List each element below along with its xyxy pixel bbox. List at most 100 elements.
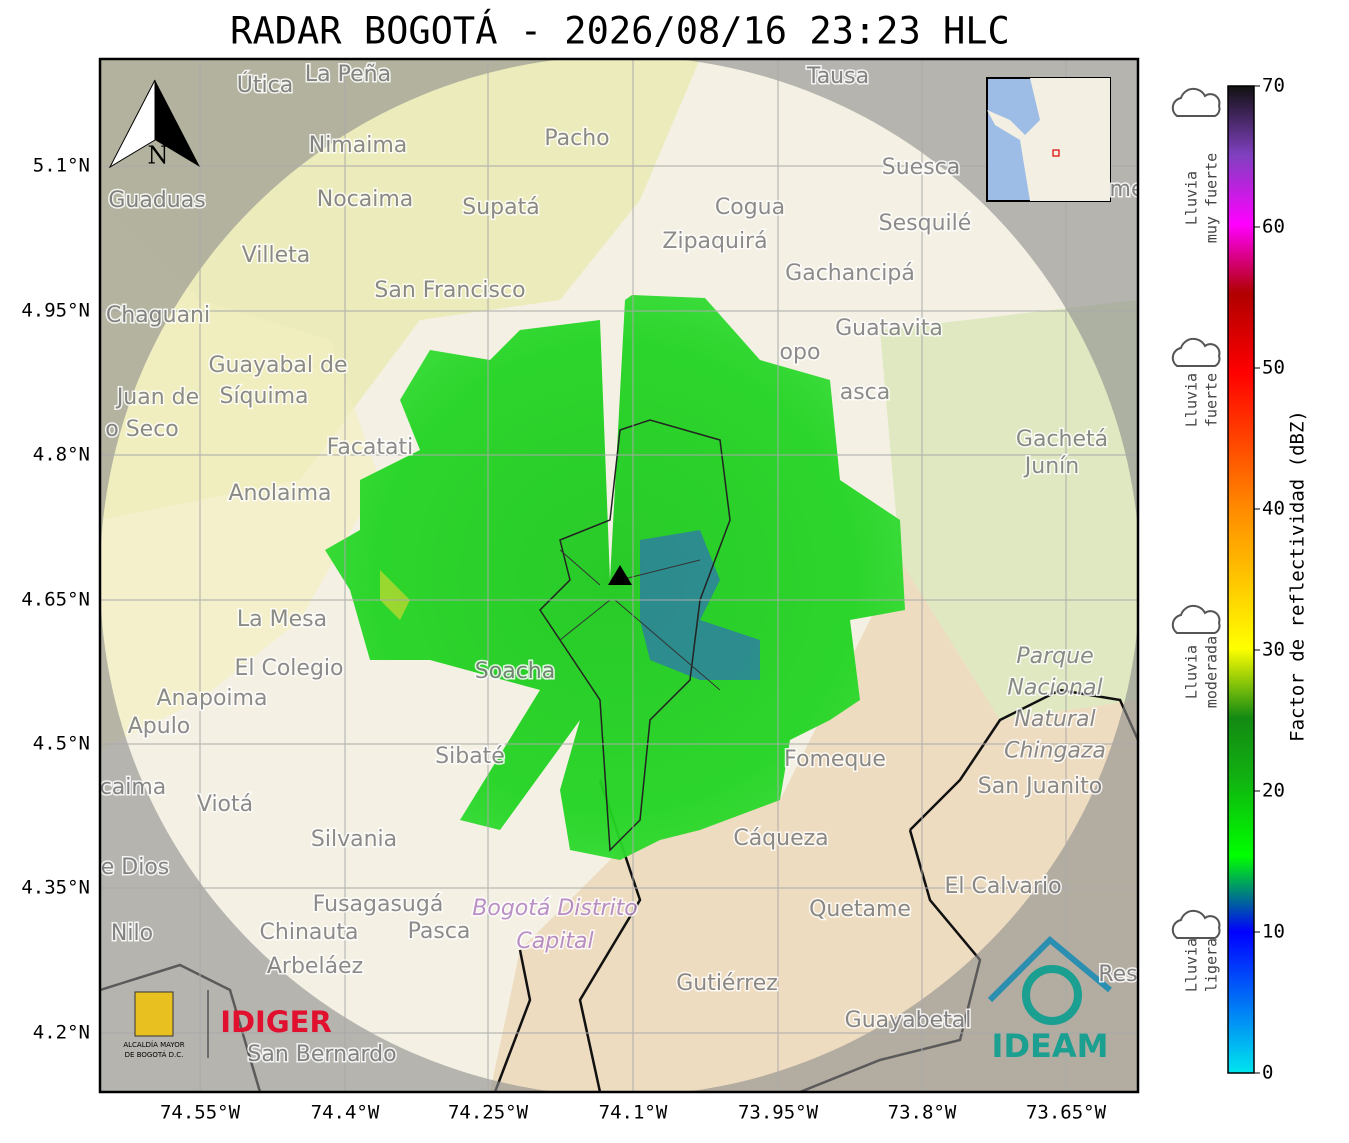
place-label: Gachetá [1016, 427, 1108, 452]
rain-category: moderada [1203, 636, 1221, 708]
rain-category: Lluvia [1183, 171, 1201, 225]
lat-tick-label: 4.35°N [21, 877, 90, 899]
colorbar-tick-label: 30 [1262, 639, 1285, 661]
lon-tick-label: 74.1°W [599, 1102, 668, 1124]
place-label: Guayabetal [845, 1008, 972, 1033]
place-label: Quetame [809, 897, 911, 922]
north-label: N [148, 142, 169, 170]
place-label: Suesca [882, 155, 960, 180]
cloud [1171, 87, 1221, 117]
place-label: Cáqueza [733, 826, 828, 851]
district-label: Bogotá Distrito [472, 896, 637, 921]
rain-icon [1171, 604, 1221, 634]
rain-icon [1171, 909, 1221, 939]
place-label: La Mesa [237, 607, 327, 632]
rain-category: Lluvia [1183, 373, 1201, 427]
place-label: Cogua [715, 195, 785, 220]
place-label: Zipaquirá [662, 229, 767, 254]
place-label: Anolaima [228, 481, 331, 506]
place-label: Fomeque [784, 747, 886, 772]
lat-tick-label: 4.8°N [33, 444, 90, 466]
place-label: Guaduas [108, 188, 205, 213]
colorbar [1227, 85, 1255, 1074]
place-label: Apulo [128, 714, 191, 739]
place-label: Chinauta [260, 920, 359, 945]
place-label: Síquima [219, 384, 308, 409]
colorbar-tick-label: 10 [1262, 921, 1285, 943]
colorbar-label: Factor de reflectividad (dBZ) [1287, 410, 1309, 742]
place-label: Sibaté [435, 744, 505, 769]
place-label: e Dios [101, 855, 170, 880]
place-label: Villeta [242, 243, 311, 268]
alcaldia-line: ALCALDÍA MAYOR [123, 1040, 184, 1049]
park-label: Natural [1014, 707, 1095, 732]
lon-tick-label: 73.95°W [738, 1102, 819, 1124]
place-label: Gutiérrez [676, 971, 778, 996]
rain-icon [1171, 337, 1221, 367]
place-label: La Peña [305, 62, 391, 87]
place-label: Supatá [462, 195, 539, 220]
map: N ALCALDÍA MAYOR DE BOGOTÁ D.C. IDIGER I… [100, 59, 1145, 1092]
place-label: Anapoima [157, 686, 268, 711]
lon-tick-label: 74.55°W [160, 1102, 241, 1124]
place-label: San Bernardo [247, 1042, 396, 1067]
ideam-logo: IDEAM [992, 1027, 1109, 1065]
rain-icon [1171, 87, 1221, 117]
colorbar-tick-label: 40 [1262, 498, 1285, 520]
place-label: Res [1098, 962, 1137, 987]
colorbar-tick-label: 50 [1262, 357, 1285, 379]
place-label: Gachancipá [785, 261, 915, 286]
place-label: Nocaima [317, 187, 414, 212]
lon-tick-label: 73.8°W [888, 1102, 957, 1124]
place-label: Silvania [311, 827, 397, 852]
colorbar-tick-label: 20 [1262, 780, 1285, 802]
place-label: San Francisco [374, 278, 525, 303]
lat-tick-label: 5.1°N [33, 155, 90, 177]
lat-tick-label: 4.65°N [21, 589, 90, 611]
place-label: Nilo [111, 921, 153, 946]
place-label: o Seco [105, 417, 179, 442]
cloud [1171, 604, 1221, 634]
lon-tick-label: 74.25°W [448, 1102, 529, 1124]
place-label: Juan de [115, 385, 199, 410]
place-label: Guayabal de [208, 353, 347, 378]
place-label: El Colegio [234, 656, 343, 681]
place-label: San Juanito [978, 774, 1102, 799]
place-label: Facatati [327, 435, 414, 460]
alcaldia-line: DE BOGOTÁ D.C. [125, 1050, 184, 1059]
lat-tick-label: 4.2°N [33, 1022, 90, 1044]
park-label: Parque [1016, 644, 1093, 669]
place-label: Fusagasugá [313, 892, 444, 917]
lat-tick-label: 4.95°N [21, 300, 90, 322]
place-label: Soacha [475, 659, 555, 684]
idiger-logo: IDIGER [220, 1005, 332, 1039]
place-label: Guatavita [835, 316, 943, 341]
place-label: Arbeláez [267, 954, 363, 979]
colorbar-tick-label: 0 [1262, 1062, 1273, 1084]
place-label: Tausa [806, 64, 869, 89]
place-label: Sesquilé [879, 211, 972, 236]
rain-category: ligera [1203, 938, 1221, 992]
cloud [1171, 909, 1221, 939]
place-label: Chaguani [106, 303, 210, 328]
lat-tick-label: 4.5°N [33, 733, 90, 755]
place-label: Pasca [408, 919, 471, 944]
place-label: Útica [237, 72, 293, 98]
cloud [1171, 337, 1221, 367]
rain-category: Lluvia [1183, 645, 1201, 699]
park-label: Nacional [1007, 676, 1102, 701]
place-label: Junín [1023, 454, 1079, 479]
colorbar-tick-label: 60 [1262, 216, 1285, 238]
place-label: me [1110, 177, 1145, 202]
place-label: Nimaima [309, 133, 408, 158]
title: RADAR BOGOTÁ - 2026/08/16 23:23 HLC [230, 9, 1010, 53]
rain-category: muy fuerte [1203, 153, 1221, 243]
place-label: El Calvario [944, 874, 1061, 899]
place-label: opo [780, 340, 821, 365]
park-label: Chingaza [1004, 739, 1106, 764]
place-label: Pacho [544, 126, 609, 151]
place-label: asca [840, 380, 891, 405]
rain-category: fuerte [1203, 373, 1221, 427]
place-label: Viotá [197, 792, 253, 817]
